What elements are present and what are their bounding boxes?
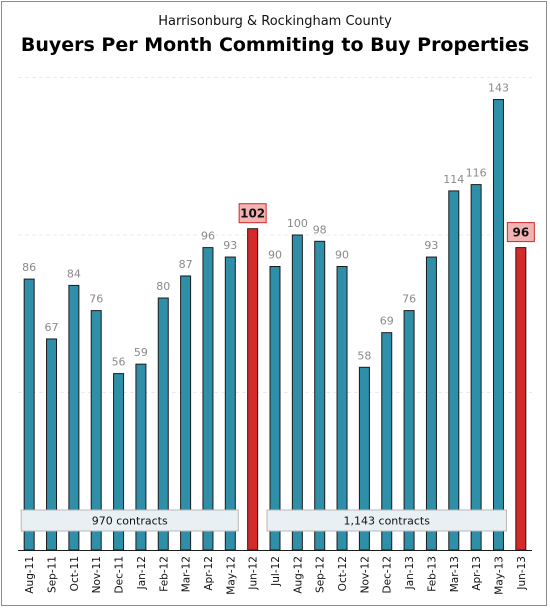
- x-tick-label: Jun-12: [248, 556, 260, 591]
- bar: [224, 256, 236, 551]
- data-label: 56: [112, 356, 126, 369]
- x-tick-label: Mar-12: [181, 556, 193, 592]
- data-label: 96: [201, 230, 215, 243]
- bars: [23, 99, 527, 551]
- annotation-box: [20, 509, 239, 532]
- data-label: 84: [67, 267, 81, 280]
- chart-title: Buyers Per Month Commiting to Buy Proper…: [20, 34, 530, 56]
- data-label: 67: [45, 321, 59, 334]
- annotations: 970 contracts 1,143 contracts: [20, 509, 507, 532]
- chart-subtitle: Harrisonburg & Rockingham County: [158, 14, 392, 29]
- x-tick-label: Jun-13: [516, 556, 528, 591]
- bar: [336, 266, 348, 551]
- x-tick-label: Apr-12: [203, 556, 215, 591]
- bar: [470, 184, 482, 551]
- x-tick-label: Apr-13: [471, 556, 483, 591]
- x-tick-label: Jan-12: [136, 556, 148, 590]
- data-label: 76: [89, 293, 103, 306]
- data-label: 93: [424, 239, 438, 252]
- bar: [492, 99, 504, 551]
- data-label: 80: [156, 280, 170, 293]
- x-tick-labels: Aug-11 Sep-11 Oct-11 Nov-11 Dec-11 Jan-12 Feb-…: [24, 556, 528, 595]
- x-tick-label: Nov-11: [91, 556, 103, 593]
- bar: [202, 247, 214, 551]
- highlight-label-box: [238, 203, 267, 224]
- data-label: 93: [223, 239, 237, 252]
- bar: [247, 228, 259, 551]
- x-tick-label: May-12: [225, 556, 237, 595]
- data-label: 100: [287, 217, 308, 230]
- highlight-label-box: [506, 222, 535, 243]
- x-tick-label: Nov-12: [359, 556, 371, 593]
- data-label: 86: [22, 261, 36, 274]
- data-label: 87: [179, 258, 193, 271]
- bar: [269, 266, 281, 551]
- bar: [314, 240, 326, 551]
- gridlines: [18, 77, 532, 393]
- bar: [425, 256, 437, 551]
- x-tick-label: Sep-11: [47, 556, 59, 593]
- x-tick-label: Feb-13: [426, 556, 438, 592]
- data-label: 59: [134, 346, 148, 359]
- x-tick-label: Oct-11: [69, 556, 81, 591]
- data-label: 114: [443, 173, 464, 186]
- x-tick-label: Mar-13: [449, 556, 461, 592]
- x-tick-label: Aug-11: [24, 556, 36, 594]
- data-label: 98: [313, 223, 327, 236]
- x-tick-label: Dec-12: [382, 556, 394, 593]
- data-label: 90: [268, 249, 282, 262]
- data-label: 116: [466, 167, 487, 180]
- data-label: 143: [488, 82, 509, 95]
- data-label: 96: [512, 226, 529, 240]
- x-tick-label: Sep-12: [315, 556, 327, 593]
- x-tick-label: Dec-11: [114, 556, 126, 593]
- bar: [448, 190, 460, 551]
- data-label: 69: [380, 315, 394, 328]
- data-label: 76: [402, 293, 416, 306]
- bar: [515, 247, 527, 551]
- annotation-label: 1,143 contracts: [344, 515, 431, 528]
- x-tick-label: Aug-12: [292, 556, 304, 594]
- bar: [23, 278, 35, 551]
- x-tick-label: Jan-13: [404, 556, 416, 590]
- bar: [180, 275, 192, 551]
- value-labels: 86 67 84 76 56 59 80 87 96 93 102 90 100 98 90 58 69 76 93…: [22, 82, 535, 369]
- data-label: 102: [240, 207, 265, 221]
- x-tick-label: Jul-12: [270, 556, 282, 587]
- x-tick-label: Feb-12: [158, 556, 170, 592]
- x-tick-label: Oct-12: [337, 556, 349, 591]
- annotation-box: [266, 509, 507, 532]
- data-label: 58: [357, 349, 371, 362]
- annotation-label: 970 contracts: [92, 515, 168, 528]
- bar: [291, 234, 303, 551]
- x-tick-label: May-13: [493, 556, 505, 595]
- data-label: 90: [335, 249, 349, 262]
